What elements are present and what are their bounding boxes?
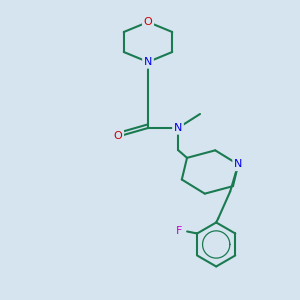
- Text: F: F: [176, 226, 182, 236]
- Text: N: N: [144, 57, 152, 67]
- Text: N: N: [174, 123, 182, 133]
- Text: O: O: [114, 131, 122, 141]
- Text: O: O: [144, 17, 152, 27]
- Text: N: N: [234, 160, 242, 170]
